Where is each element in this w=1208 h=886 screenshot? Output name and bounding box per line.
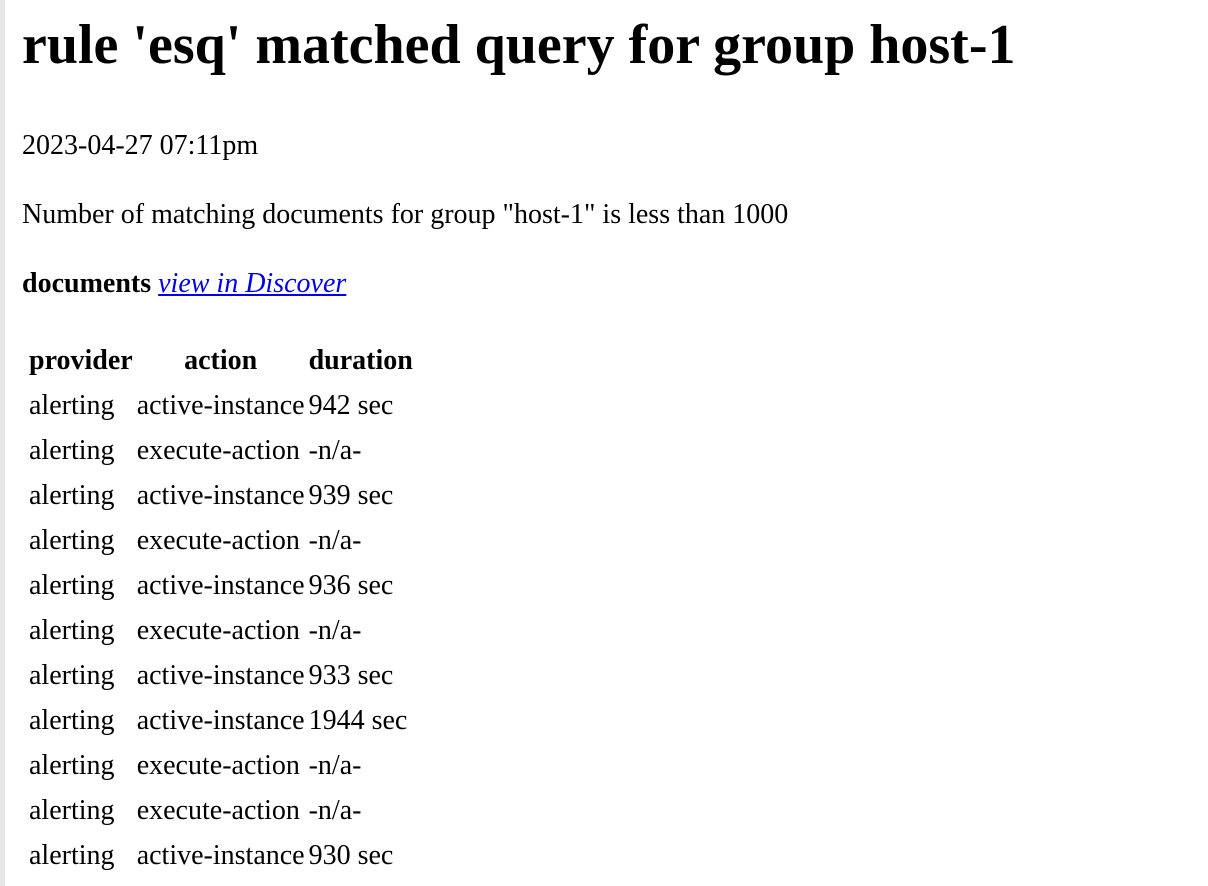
cell-action: active-instance [136, 480, 305, 511]
cell-action: execute-action [136, 615, 300, 646]
cell-duration: -n/a- [308, 435, 362, 466]
table-row: alerting execute-action -n/a- [29, 788, 413, 833]
cell-action: active-instance [136, 705, 305, 736]
left-border [0, 0, 5, 886]
cell-duration: 1944 sec [308, 705, 408, 736]
cell-action: execute-action [136, 795, 300, 826]
table-row: alerting active-instance 936 sec [29, 563, 413, 608]
table-row: alerting active-instance 1944 sec [29, 698, 413, 743]
table-header-row: provider action duration [29, 338, 413, 383]
cell-action: active-instance [136, 390, 305, 421]
alert-description: Number of matching documents for group "… [22, 199, 789, 230]
cell-action: active-instance [136, 840, 305, 871]
cell-duration: -n/a- [308, 750, 362, 781]
cell-provider: alerting [29, 525, 115, 556]
cell-action: execute-action [136, 525, 300, 556]
cell-duration: 933 sec [308, 660, 394, 691]
cell-provider: alerting [29, 705, 115, 736]
cell-provider: alerting [29, 480, 115, 511]
cell-action: execute-action [136, 750, 300, 781]
cell-provider: alerting [29, 435, 115, 466]
cell-duration: 939 sec [308, 480, 394, 511]
table-row: alerting active-instance 930 sec [29, 833, 413, 878]
cell-provider: alerting [29, 750, 115, 781]
cell-duration: 930 sec [308, 840, 394, 871]
cell-provider: alerting [29, 615, 115, 646]
header-provider: provider [29, 345, 133, 376]
cell-action: active-instance [136, 660, 305, 691]
cell-action: execute-action [136, 435, 300, 466]
header-action: action [184, 345, 258, 376]
table-row: alerting execute-action -n/a- [29, 608, 413, 653]
cell-provider: alerting [29, 570, 115, 601]
cell-duration: 942 sec [308, 390, 394, 421]
table-row: alerting execute-action -n/a- [29, 518, 413, 563]
cell-duration: -n/a- [308, 615, 362, 646]
documents-label: documents [22, 268, 152, 299]
documents-line: documents view in Discover [22, 267, 346, 301]
header-duration: duration [308, 345, 413, 376]
cell-action: active-instance [136, 570, 305, 601]
view-in-discover-link[interactable]: view in Discover [158, 268, 347, 299]
cell-duration: -n/a- [308, 525, 362, 556]
cell-provider: alerting [29, 840, 115, 871]
table-row: alerting execute-action -n/a- [29, 743, 413, 788]
page-title: rule 'esq' matched query for group host-… [22, 14, 1016, 76]
table-row: alerting execute-action -n/a- [29, 428, 413, 473]
cell-provider: alerting [29, 660, 115, 691]
table-row: alerting active-instance 942 sec [29, 383, 413, 428]
cell-provider: alerting [29, 795, 115, 826]
cell-duration: -n/a- [308, 795, 362, 826]
cell-provider: alerting [29, 390, 115, 421]
timestamp: 2023-04-27 07:11pm [22, 130, 259, 161]
table-row: alerting active-instance 939 sec [29, 473, 413, 518]
documents-table: provider action duration alerting active-… [25, 338, 417, 878]
cell-duration: 936 sec [308, 570, 394, 601]
table-row: alerting active-instance 933 sec [29, 653, 413, 698]
